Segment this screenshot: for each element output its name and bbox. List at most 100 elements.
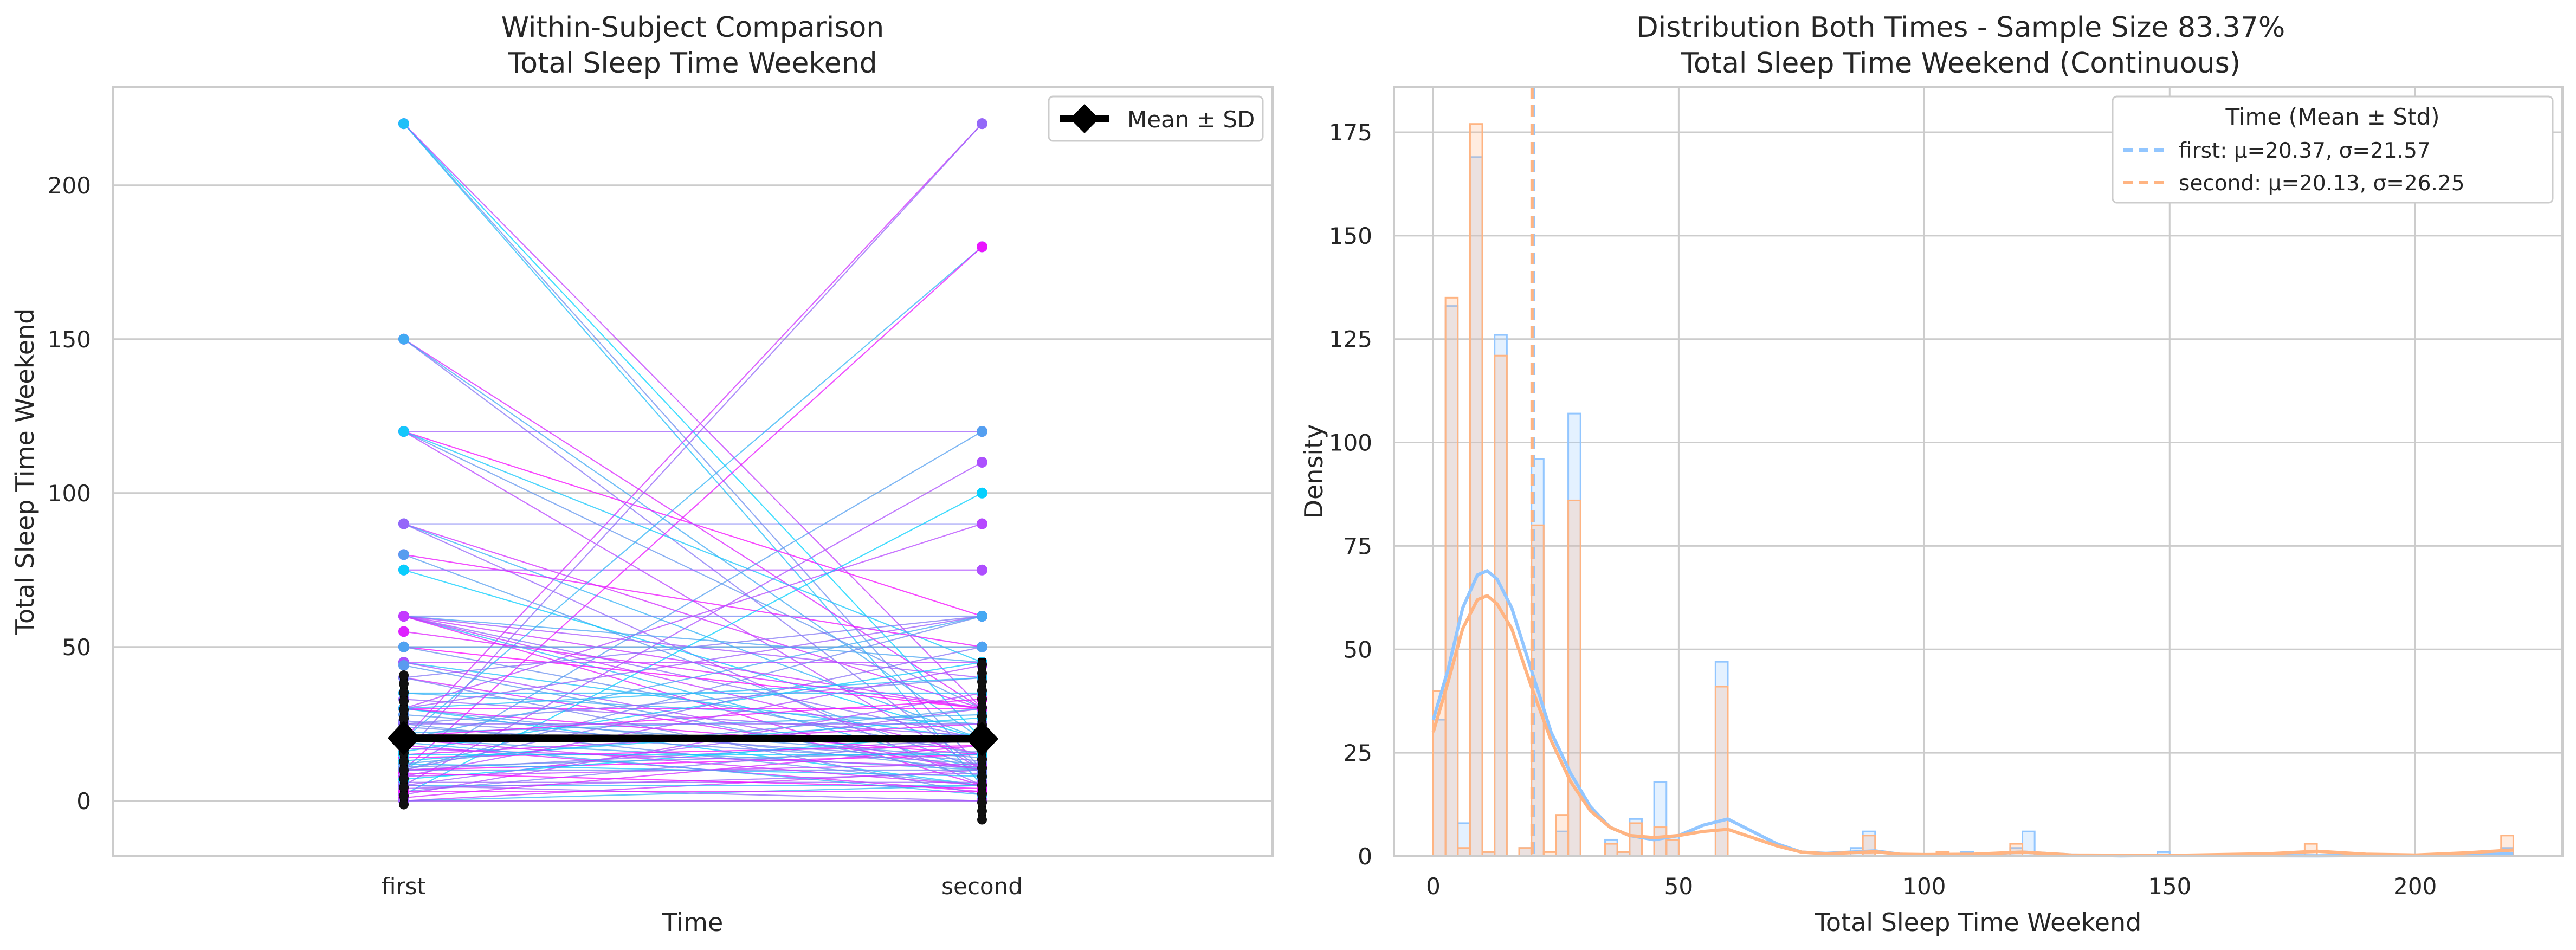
first-point	[398, 118, 409, 130]
right-y-tick-label: 150	[1329, 223, 1372, 249]
pair-line	[403, 692, 983, 796]
pair-line	[403, 123, 983, 786]
second-hist-bar	[1604, 843, 1618, 857]
right-y-tick-label: 100	[1329, 430, 1372, 456]
left-x-tick-label: first	[382, 873, 426, 900]
right-x-tick-label: 0	[1426, 873, 1441, 900]
left-plot-frame	[112, 86, 1274, 857]
second-hist-bar	[1665, 838, 1680, 857]
right-y-axis-label: Density	[1299, 424, 1328, 519]
second-hist-bar	[1629, 822, 1643, 857]
pair-line	[403, 615, 983, 740]
second-hist-bar	[1518, 847, 1533, 857]
first-point	[398, 518, 409, 529]
pair-line	[403, 615, 983, 755]
sd-bar-marker	[977, 685, 987, 695]
sd-bar-marker	[977, 694, 987, 704]
sd-bar-marker	[399, 713, 409, 723]
second-point	[977, 564, 987, 576]
sd-bar-marker	[977, 668, 987, 678]
right-y-tick-label: 125	[1329, 326, 1372, 353]
sd-bar-marker	[977, 806, 987, 816]
pair-line	[403, 338, 983, 740]
right-y-tick-label: 25	[1344, 740, 1372, 766]
second-point	[977, 641, 987, 652]
sd-bar-marker	[399, 678, 409, 689]
left-y-tick-label: 200	[48, 172, 91, 199]
sd-bar-marker	[977, 772, 987, 782]
right-x-tick-label: 50	[1664, 873, 1693, 900]
first-point	[398, 641, 409, 652]
pair-line	[403, 646, 983, 771]
sd-bar-marker	[399, 799, 409, 810]
first-point	[398, 549, 409, 560]
right-legend-title: Time (Mean ± Std)	[2225, 104, 2439, 130]
second-point	[977, 610, 987, 622]
right-y-tick-label: 175	[1329, 119, 1372, 146]
pair-line	[403, 662, 983, 771]
first-point	[398, 626, 409, 637]
right-plot-frame	[1393, 86, 2564, 857]
left-y-tick-label: 50	[62, 634, 91, 661]
left-mean-sd-overlay	[388, 658, 998, 825]
sd-bar-marker	[399, 757, 409, 767]
first-point	[398, 426, 409, 437]
pair-line	[403, 664, 983, 777]
pair-line	[403, 741, 983, 796]
right-y-tick-label: 75	[1344, 533, 1372, 559]
sd-bar-marker	[399, 670, 409, 681]
second-hist-bar	[1457, 847, 1471, 857]
sd-bar-marker	[399, 765, 409, 775]
right-histogram-bars	[1432, 123, 2514, 857]
sd-bar-marker	[977, 702, 987, 713]
sd-bar-marker	[399, 782, 409, 792]
left-x-axis-label: Time	[662, 908, 724, 937]
second-hist-bar	[2009, 843, 2024, 857]
right-kde-curves	[1431, 569, 2514, 858]
first-mean-diamond	[388, 721, 420, 756]
left-tick-labels: 0 50 100 150 200 first second	[48, 172, 1023, 900]
right-x-tick-label: 100	[1902, 873, 1946, 900]
first-point	[398, 660, 409, 671]
mean-sd-legend-diamond-icon	[1070, 104, 1099, 133]
first-point	[398, 333, 409, 345]
second-hist-bar	[1469, 123, 1483, 857]
right-x-tick-label: 150	[2148, 873, 2191, 900]
left-y-tick-label: 0	[76, 788, 91, 815]
second-kde-curve	[1431, 594, 2514, 857]
pair-line	[403, 569, 983, 740]
second-legend-label: second: μ=20.13, σ=26.25	[2179, 171, 2465, 196]
left-legend: Mean ± SD	[1048, 95, 1264, 142]
sd-bar-marker	[399, 773, 409, 784]
left-legend-box	[1048, 95, 1264, 142]
sd-bar-marker	[977, 677, 987, 687]
pair-line	[403, 123, 983, 709]
right-legend-box	[2112, 95, 2554, 204]
pair-line	[403, 631, 983, 709]
sd-bar-marker	[399, 687, 409, 697]
pair-line	[403, 523, 983, 709]
second-hist-bar	[1653, 826, 1668, 857]
sd-bar-marker	[977, 780, 987, 790]
sd-bar-marker	[977, 789, 987, 799]
second-point	[977, 487, 987, 499]
right-x-axis-label: Total Sleep Time Weekend	[1815, 908, 2142, 937]
right-gridlines	[1394, 87, 2562, 857]
pair-line	[403, 523, 983, 740]
left-chart-title-line2: Total Sleep Time Weekend	[507, 47, 877, 80]
left-x-tick-label: second	[941, 873, 1023, 900]
sd-bar-marker	[977, 815, 987, 825]
first-point	[398, 610, 409, 622]
right-chart-title-line2: Total Sleep Time Weekend (Continuous)	[1681, 47, 2241, 80]
left-chart-panel: Within-Subject Comparison Total Sleep Ti…	[10, 11, 1274, 937]
second-mean-diamond	[966, 721, 998, 757]
right-chart-panel: Distribution Both Times - Sample Size 83…	[1299, 11, 2564, 937]
pair-line	[403, 123, 983, 740]
second-point	[977, 456, 987, 468]
pair-line	[403, 615, 983, 663]
pair-line	[403, 699, 983, 737]
second-hist-bar	[1567, 499, 1581, 857]
sd-bar-marker	[399, 705, 409, 715]
right-chart-title-line1: Distribution Both Times - Sample Size 83…	[1637, 11, 2285, 44]
